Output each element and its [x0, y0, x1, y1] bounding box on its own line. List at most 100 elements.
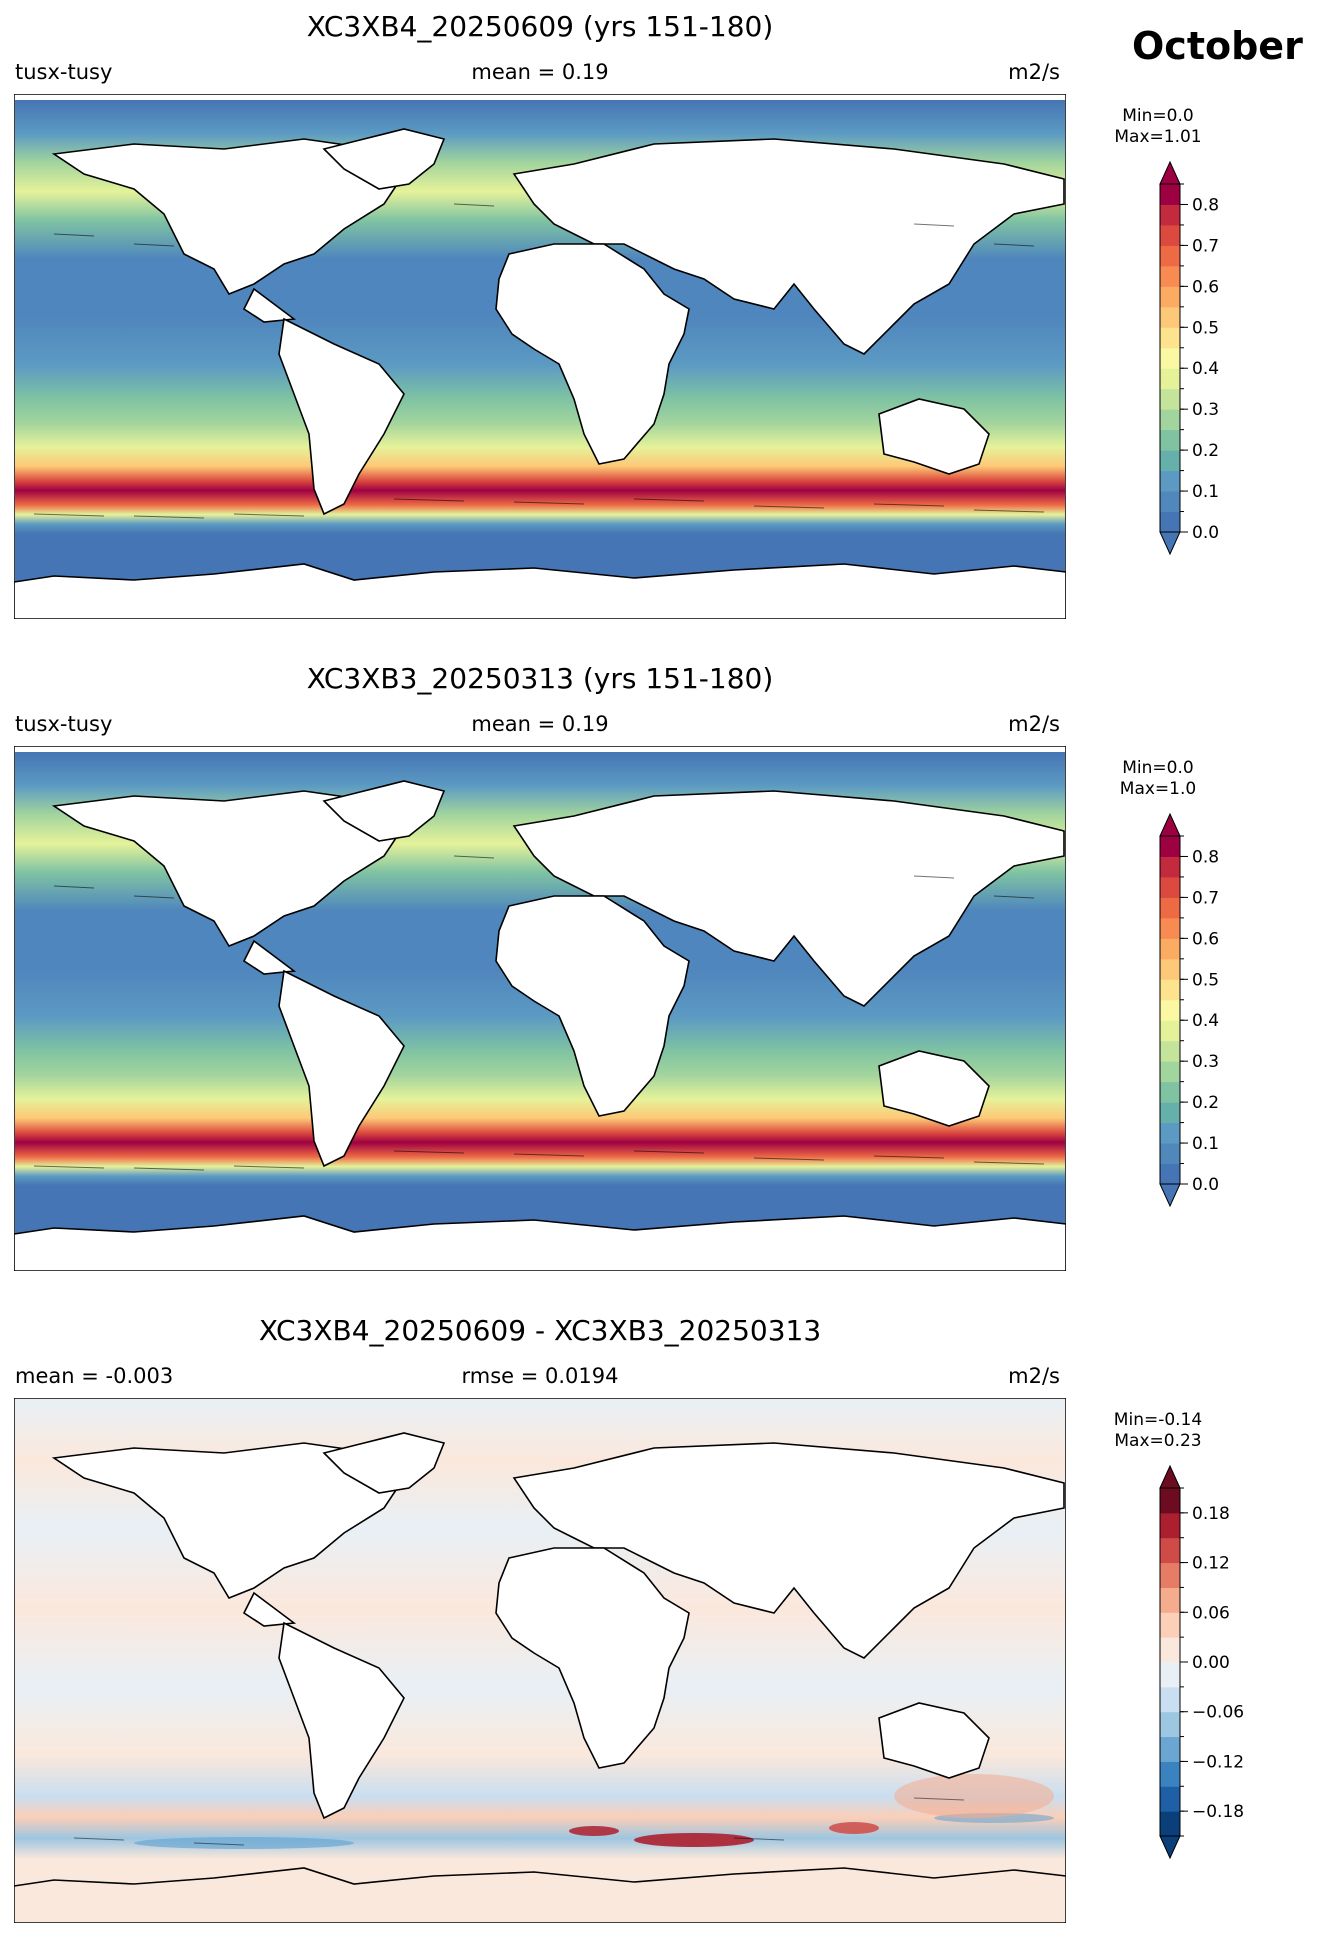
panel-3-units-label: m2/s [1008, 1364, 1060, 1388]
colorbar-tick-label: 0.8 [1192, 847, 1219, 867]
colorbar-segment [1160, 1163, 1180, 1185]
colorbar-segment [1160, 999, 1180, 1021]
colorbar-tick-label: 0.00 [1192, 1653, 1230, 1673]
colorbar-tick-label: 0.2 [1192, 1093, 1219, 1113]
colorbar-segment [1160, 1761, 1180, 1787]
colorbar-segment [1160, 836, 1180, 857]
panel-2-wind-vectors [33, 855, 1045, 1171]
panel-2-coastlines [51, 780, 1065, 1168]
colorbar-segment [1160, 184, 1180, 205]
colorbar-segment [1160, 1612, 1180, 1638]
colorbar-segment [1160, 306, 1180, 328]
colorbar-segment [1160, 224, 1180, 246]
panel-2-mean-label: mean = 0.19 [471, 712, 609, 736]
colorbar-extend-min [1159, 1835, 1181, 1860]
colorbar-tick-label: 0.1 [1192, 1134, 1219, 1154]
panel-1-variable-label: tusx-tusy [15, 60, 113, 84]
colorbar-segment [1160, 491, 1180, 513]
colorbar-segment [1160, 938, 1180, 960]
panel-1-units-label: m2/s [1008, 60, 1060, 84]
colorbar-segment [1160, 470, 1180, 492]
colorbar-segment [1160, 1686, 1180, 1713]
colorbar-tick-label: −0.18 [1192, 1802, 1244, 1822]
panel-2-max-label: Max=1.0 [1119, 779, 1197, 799]
colorbar-tick-label: 0.1 [1192, 482, 1219, 502]
colorbar-segment [1160, 429, 1180, 451]
colorbar-segment [1160, 958, 1180, 980]
colorbar-segment [1160, 1711, 1180, 1738]
colorbar-tick-label: 0.18 [1192, 1504, 1230, 1524]
colorbar-extend-max [1159, 1464, 1181, 1489]
colorbar-tick-label: 0.0 [1192, 523, 1219, 543]
colorbar-segment [1160, 856, 1180, 878]
colorbar-extend-min [1159, 531, 1181, 556]
panel-1-max-label: Max=1.01 [1114, 127, 1202, 147]
colorbar-tick-label: 0.6 [1192, 929, 1219, 949]
panel-1-mean-label: mean = 0.19 [471, 60, 609, 84]
colorbar-segment [1160, 511, 1180, 533]
panel-3-coastlines [14, 1432, 1066, 1887]
colorbar-segment [1160, 388, 1180, 410]
panel-1-min-label: Min=0.0 [1122, 106, 1194, 126]
colorbar-tick-label: 0.3 [1192, 1052, 1219, 1072]
colorbar-segment [1160, 1122, 1180, 1144]
colorbar-tick-label: 0.8 [1192, 195, 1219, 215]
panel-2-colorbar: 0.0 0.1 0.2 0.3 0.4 0.5 0.6 0.7 0.8 [1159, 812, 1219, 1208]
colorbar-segment [1160, 1102, 1180, 1124]
colorbar-segment [1160, 450, 1180, 472]
colorbar-segment [1160, 1061, 1180, 1083]
panel-3-rmse-label: rmse = 0.0194 [461, 1364, 619, 1388]
colorbar-extend-max [1159, 160, 1181, 185]
colorbar-segment [1160, 1081, 1180, 1103]
colorbar-segment [1160, 409, 1180, 431]
colorbar-tick-label: 0.12 [1192, 1554, 1230, 1574]
panel-3-max-label: Max=0.23 [1114, 1431, 1202, 1451]
colorbar-tick-label: 0.3 [1192, 400, 1219, 420]
colorbar-tick-label: 0.5 [1192, 318, 1219, 338]
panel-2-min-label: Min=0.0 [1122, 758, 1194, 778]
colorbar-segment [1160, 1512, 1180, 1539]
colorbar-segment [1160, 245, 1180, 267]
colorbar-tick-label: 0.4 [1192, 1011, 1219, 1031]
month-label: October [1132, 24, 1303, 68]
colorbar-segment [1160, 1488, 1180, 1514]
panel-3-colorbar: −0.18 −0.12 −0.06 0.00 0.06 0.12 0.18 [1159, 1464, 1244, 1860]
colorbar-segment [1160, 1786, 1180, 1812]
colorbar-segment [1160, 876, 1180, 898]
colorbar-segment [1160, 1040, 1180, 1062]
colorbar-extend-max [1159, 812, 1181, 837]
colorbar-segment [1160, 1537, 1180, 1564]
colorbar-tick-label: 0.2 [1192, 441, 1219, 461]
panel-1-title: XC3XB4_20250609 (yrs 151-180) [306, 10, 774, 43]
colorbar-segment [1160, 368, 1180, 390]
colorbar-segment [1160, 204, 1180, 226]
panel-1-coastlines [51, 128, 1065, 516]
colorbar-tick-label: 0.5 [1192, 970, 1219, 990]
colorbar-segment [1160, 265, 1180, 287]
colorbar-segment [1160, 1736, 1180, 1762]
colorbar-tick-label: −0.06 [1192, 1703, 1244, 1723]
colorbar-segment [1160, 327, 1180, 349]
panel-1-wind-vectors [33, 203, 1045, 519]
colorbar-outline [1159, 183, 1181, 533]
colorbar-tick-label: 0.7 [1192, 236, 1219, 256]
colorbar-tick-label: 0.6 [1192, 277, 1219, 297]
panel-3-min-label: Min=-0.14 [1113, 1410, 1203, 1430]
colorbar-segment [1160, 1587, 1180, 1613]
panel-1-map [14, 94, 1066, 619]
panel-3-mean-label: mean = -0.003 [15, 1364, 174, 1388]
colorbar-segment [1160, 917, 1180, 939]
colorbar-outline [1159, 835, 1181, 1185]
colorbar-segment [1160, 897, 1180, 919]
panel-3-wind-vectors [73, 1797, 965, 1846]
panel-2-variable-label: tusx-tusy [15, 712, 113, 736]
colorbar-tick-label: 0.06 [1192, 1603, 1230, 1623]
colorbar-segment [1160, 1811, 1180, 1837]
panel-1-colorbar: 0.0 0.1 0.2 0.3 0.4 0.5 0.6 0.7 0.8 [1159, 160, 1219, 556]
colorbar-segment [1160, 1637, 1180, 1663]
colorbar-tick-label: 0.0 [1192, 1175, 1219, 1195]
colorbar-tick-label: −0.12 [1192, 1752, 1244, 1772]
colorbar-segment [1160, 1662, 1180, 1688]
colorbar-segment [1160, 1143, 1180, 1165]
colorbar-segment [1160, 1020, 1180, 1042]
